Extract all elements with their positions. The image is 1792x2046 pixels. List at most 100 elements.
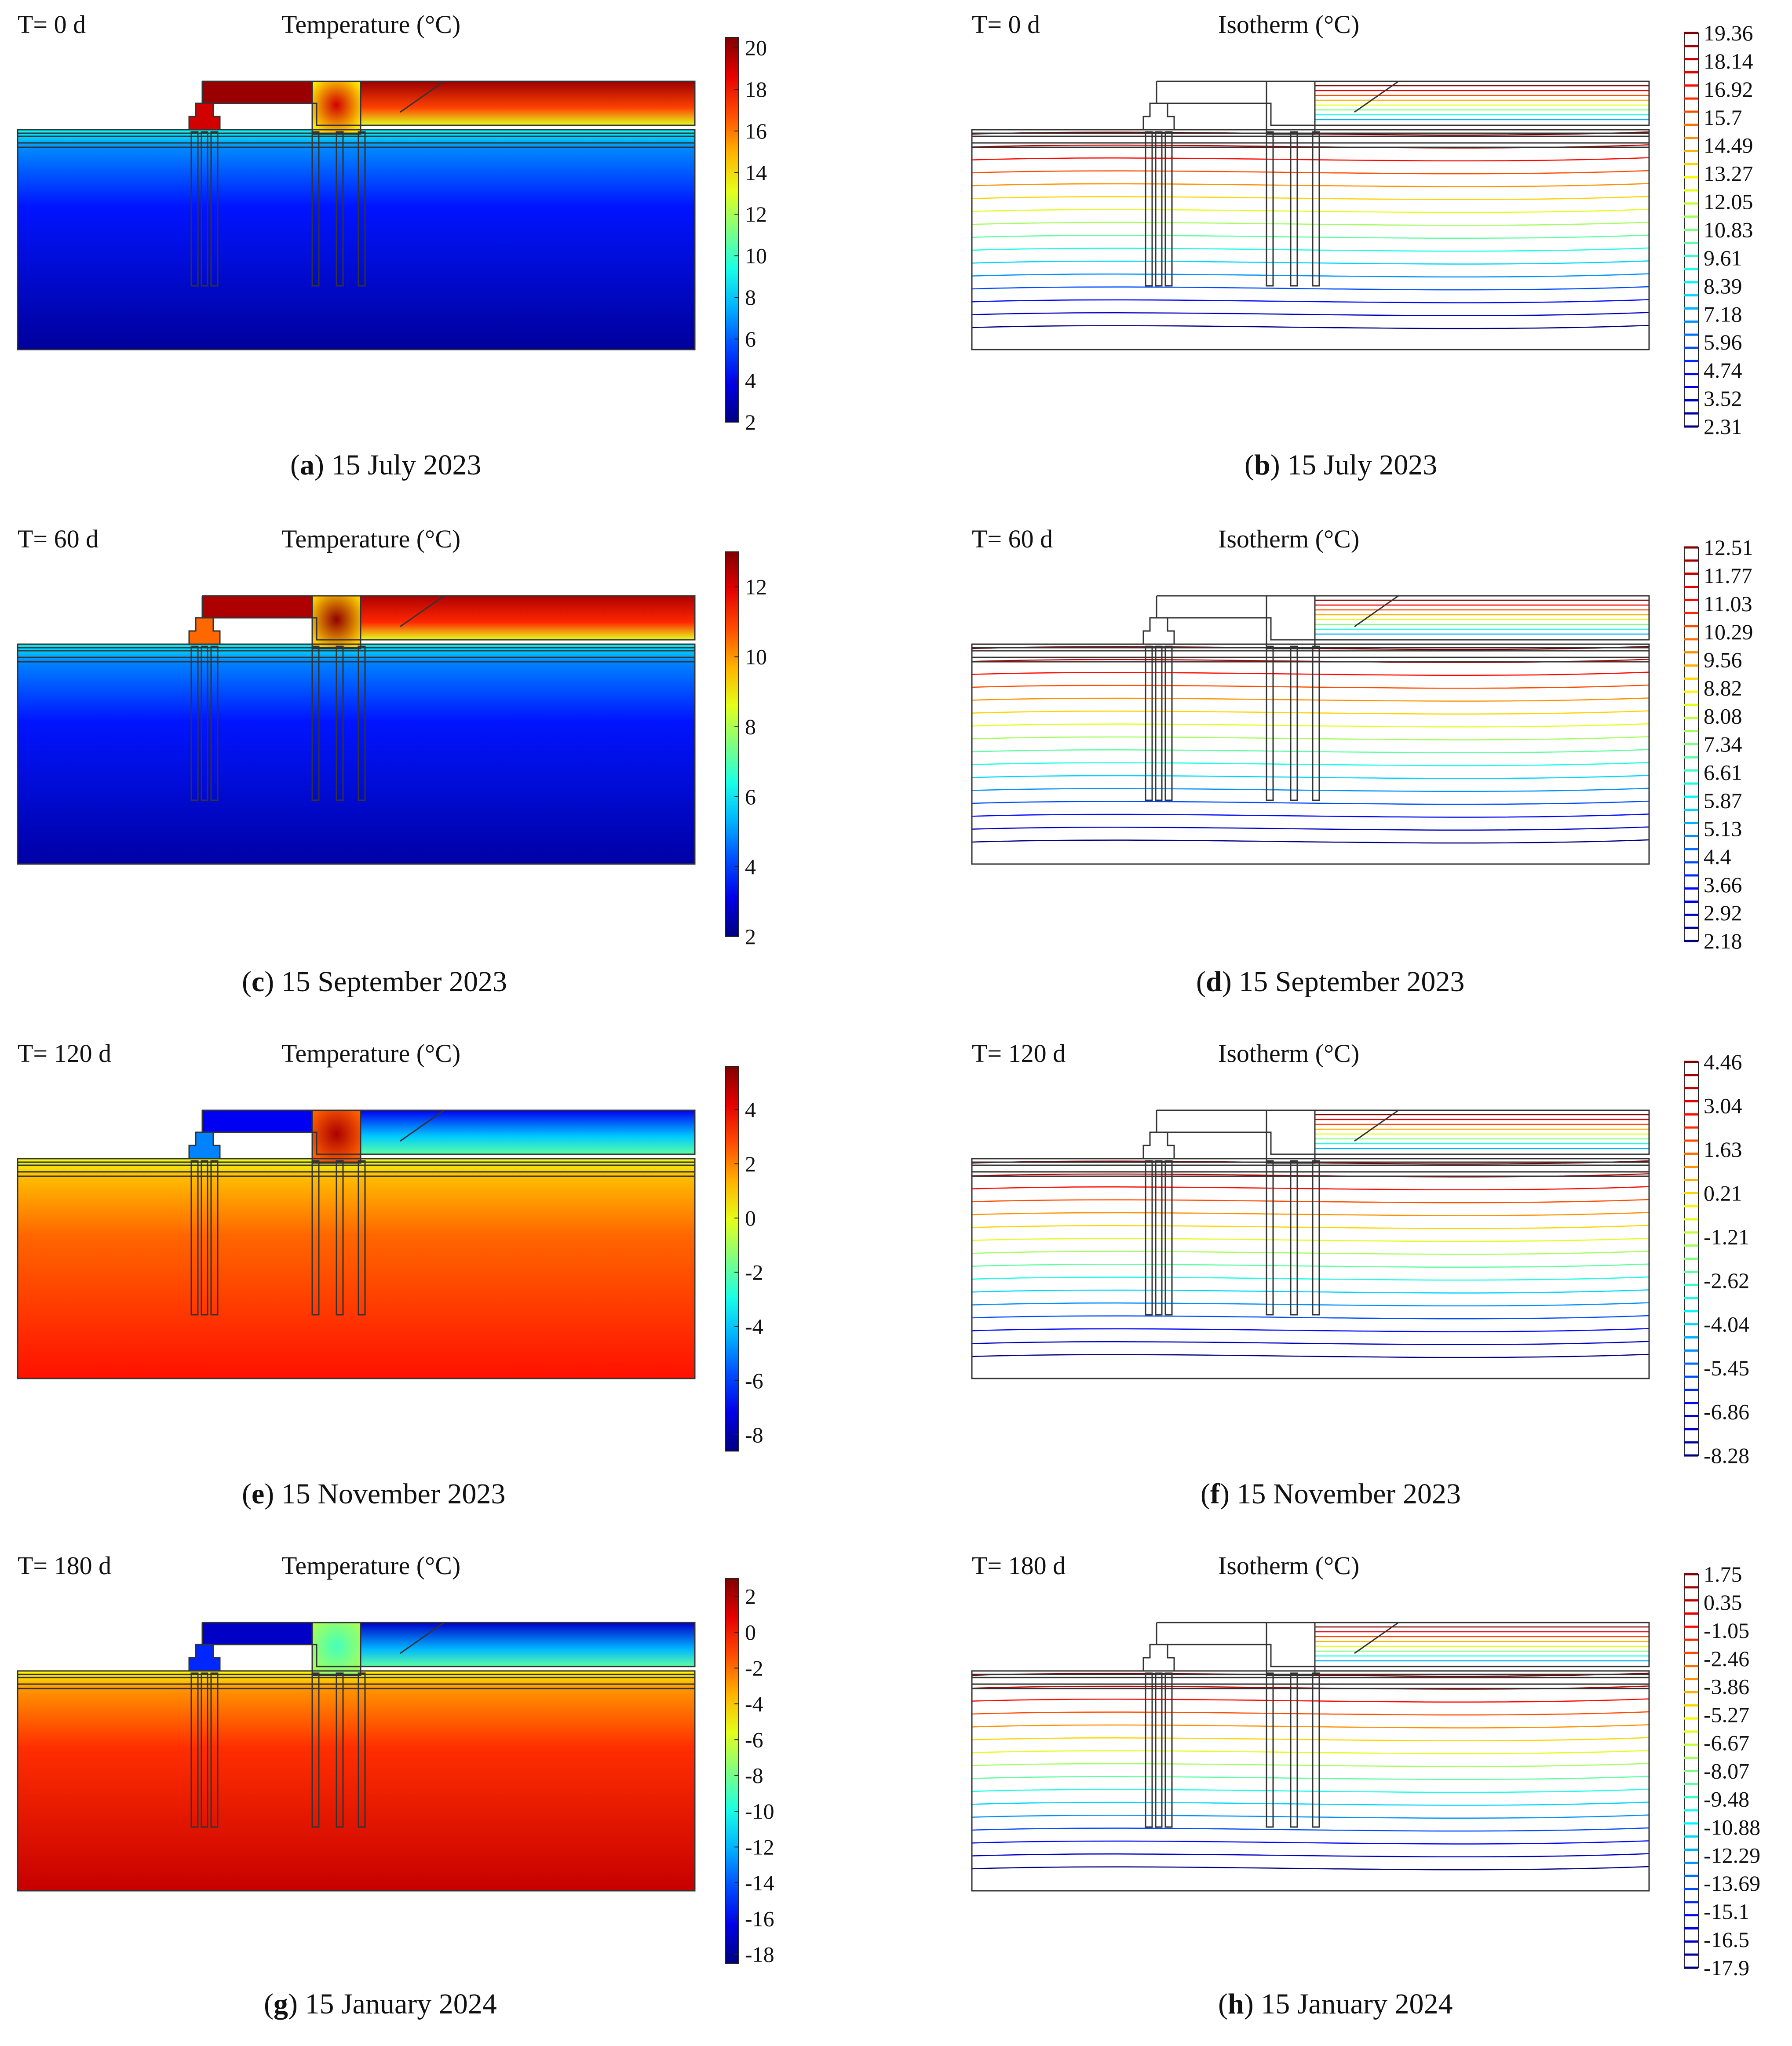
pile: [311, 1672, 320, 1828]
colorbar-tick-label: -10: [745, 1799, 774, 1824]
colorbar-tick-label: 16.92: [1704, 77, 1753, 102]
pile: [1266, 1672, 1274, 1828]
slope-line: [400, 595, 445, 627]
caption-date: 15 November 2023: [281, 1478, 506, 1510]
roof-slab: [1156, 1109, 1650, 1155]
isotherm-line: [971, 183, 1650, 187]
slope-line: [400, 1622, 445, 1654]
colorbar-tick-label: 18.14: [1704, 49, 1753, 73]
pile: [311, 646, 320, 801]
colorbar-tick-label: 8.82: [1704, 676, 1742, 700]
soil-field: [18, 1671, 695, 1891]
colorbar-tick-label: 6.61: [1704, 760, 1742, 784]
colorbar-tick-label: 4: [745, 368, 756, 393]
colorbar-tick-label: -2.62: [1704, 1268, 1749, 1293]
colorbar-tick-label: -16: [745, 1906, 774, 1931]
colorbar-tick-label: -17.9: [1704, 1955, 1749, 1980]
colorbar: [725, 37, 739, 423]
pile: [1290, 646, 1298, 801]
panel-a: T= 0 d Temperature (°C) 20 18 16 14 12 10 8 6 4 2: [0, 0, 880, 451]
colorbar-tick-label: 6: [745, 784, 756, 809]
soil-boundary: [17, 643, 696, 865]
slope-line: [1354, 80, 1399, 113]
isotherm-line: [971, 749, 1650, 754]
plot-title: Temperature (°C): [281, 10, 460, 39]
pile: [201, 131, 208, 287]
caption-e: (e) 15 November 2023: [242, 1478, 506, 1510]
roof-slab-field: [202, 596, 317, 618]
colorbar-tick-label: -5.45: [1704, 1356, 1749, 1380]
plot-title: Isotherm (°C): [1218, 1039, 1359, 1068]
colorbar-tick-label: -6.67: [1704, 1731, 1749, 1755]
colorbar-tick-label: -1.21: [1704, 1225, 1749, 1249]
structure-outline: [971, 595, 1650, 865]
colorbar-tick-label: -6.86: [1704, 1400, 1749, 1424]
panel-b-figure: T= 0 d Isotherm (°C) 19.36 18.14 16.92 15.7 14…: [971, 10, 1753, 439]
small-pile-cap: [188, 102, 221, 130]
time-label: T= 120 d: [18, 1039, 111, 1068]
small-pile-cap: [188, 1131, 221, 1159]
pile: [201, 1160, 208, 1316]
colorbar-tick-label: 15.7: [1704, 105, 1742, 130]
isotherm-line: [971, 839, 1650, 844]
colorbar-tick-label: 11.03: [1704, 591, 1752, 616]
isotherm-line: [971, 736, 1650, 740]
colorbar-tick-label: -12: [745, 1834, 774, 1859]
roof-slab: [1156, 80, 1650, 126]
time-label: T= 180 d: [972, 1551, 1066, 1580]
colorbar-tick-label: -8.28: [1704, 1443, 1749, 1468]
pile: [358, 1672, 366, 1828]
colorbar-tick-label: 4.4: [1704, 844, 1731, 869]
colorbar-tick-label: 9.56: [1704, 648, 1742, 672]
time-label: T= 180 d: [18, 1551, 111, 1580]
colorbar-tick-label: 6: [745, 327, 756, 351]
colorbar-tick-label: -8: [745, 1763, 763, 1788]
isotherm-line: [971, 1788, 1650, 1793]
colorbar-tick-label: 19.36: [1704, 21, 1753, 45]
colorbar-tick-label: 16: [745, 119, 767, 143]
colorbar-tick-label: -13.69: [1704, 1871, 1760, 1896]
embankment-field: [361, 1110, 695, 1154]
colorbar-tick-label: 10.29: [1704, 620, 1753, 644]
isotherm-line: [971, 1289, 1650, 1294]
plot-title: Temperature (°C): [281, 525, 460, 553]
pile: [1145, 1160, 1153, 1316]
colorbar-tick-label: 0: [745, 1206, 756, 1230]
panel-g: T= 180 d Temperature (°C) 2 0 -2 -4 -6 -8 -10 -12…: [0, 1541, 880, 1992]
isotherm-line: [971, 671, 1650, 676]
pile: [1164, 1672, 1173, 1828]
colorbar-tick-label: -3.86: [1704, 1674, 1749, 1699]
isotherm-line: [971, 260, 1650, 265]
colorbar-tick-label: 8.08: [1704, 704, 1742, 729]
embankment-field: [361, 596, 695, 640]
colorbar-tick-label: -10.88: [1704, 1815, 1760, 1839]
soil-field: [18, 130, 695, 350]
colorbar-tick-label: -4: [745, 1314, 763, 1339]
structure-outline: [17, 1109, 696, 1379]
embankment-field: [361, 1623, 695, 1667]
pile: [336, 1672, 344, 1828]
panel-d: T= 60 d Isotherm (°C) 12.51 11.77 11.03 10.29…: [945, 514, 1781, 965]
isotherm-line: [971, 1853, 1650, 1858]
pile: [1266, 131, 1274, 287]
pile: [190, 1672, 199, 1828]
colorbar-tick-label: 18: [745, 77, 767, 102]
isotherm-line: [971, 723, 1650, 728]
structure-outline: [971, 80, 1650, 350]
pile: [336, 1160, 344, 1316]
large-pile-cap: [1266, 1109, 1316, 1164]
time-label: T= 60 d: [972, 525, 1053, 553]
isotherm-line: [971, 325, 1650, 329]
pile: [190, 646, 199, 801]
colorbar: [725, 1578, 739, 1964]
pile: [358, 131, 366, 287]
soil-boundary: [971, 1158, 1650, 1379]
colorbar-tick-label: 5.13: [1704, 816, 1742, 841]
plot-title: Isotherm (°C): [1218, 10, 1359, 39]
isotherm-line: [971, 813, 1650, 818]
caption-letter: b: [1254, 449, 1270, 481]
isotherm-line: [971, 800, 1650, 805]
isotherm-line: [971, 1212, 1650, 1216]
colorbar-tick-label: -8.07: [1704, 1759, 1749, 1783]
colorbar-tick-label: -2: [745, 1260, 763, 1284]
